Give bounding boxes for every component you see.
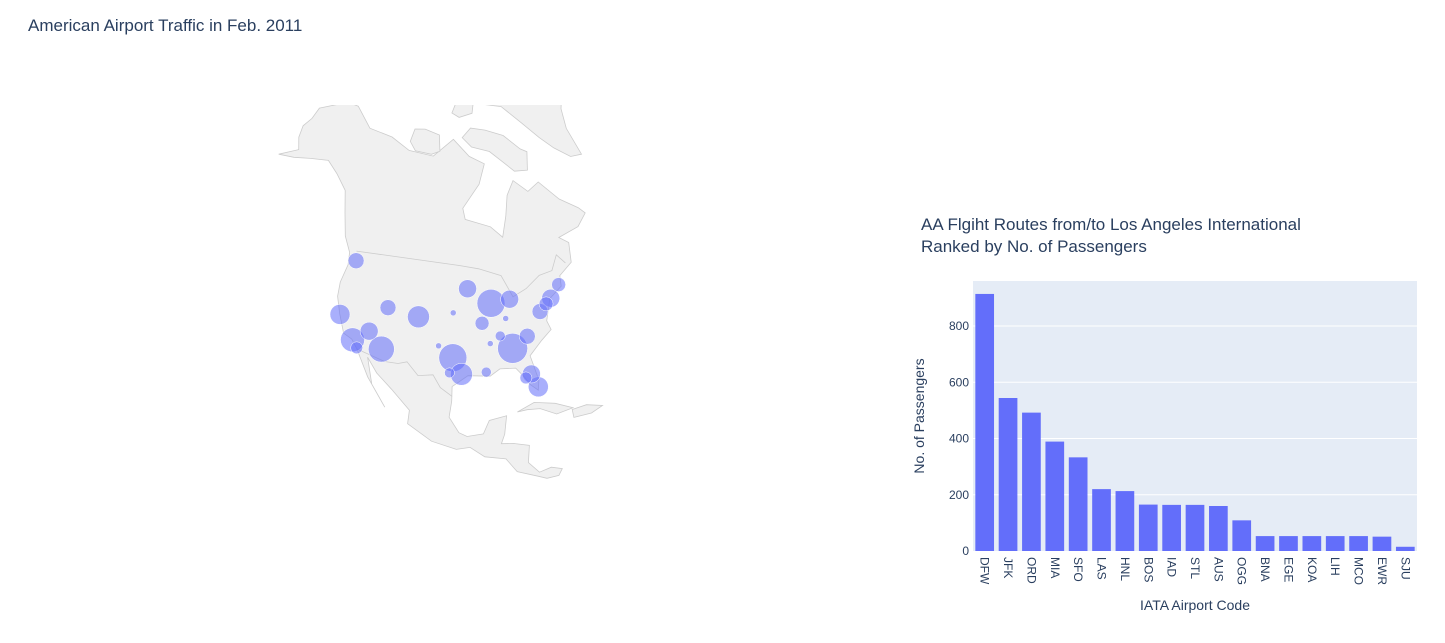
y-tick-label: 400 [949,432,969,446]
bar-bos[interactable] [1138,504,1158,551]
x-tick-label: IAD [1165,557,1179,577]
y-tick-label: 600 [949,375,969,389]
x-tick-label: JFK [1001,557,1015,578]
bar-mia[interactable] [1045,441,1065,551]
bar-ewr[interactable] [1372,536,1392,551]
airport-bubble[interactable] [347,252,365,269]
bar-las[interactable] [1092,489,1111,551]
airport-bubble[interactable] [435,342,442,350]
bar-ord[interactable] [1022,412,1041,551]
airport-bubble[interactable] [500,289,519,309]
x-axis-label: IATA Airport Code [1140,597,1250,613]
x-tick-label: HNL [1118,557,1132,581]
airport-bubble[interactable] [368,335,395,363]
x-tick-label: MCO [1352,557,1366,585]
airport-bubble[interactable] [458,279,477,298]
airport-bubble[interactable] [519,371,533,385]
airport-bubble[interactable] [538,296,554,312]
us-canada-border [356,250,566,298]
x-tick-label: EWR [1375,557,1389,585]
bar-bna[interactable] [1255,536,1275,551]
y-axis-ticks: 0 200 400 600 800 [949,319,969,558]
x-tick-label: OGG [1235,557,1249,585]
x-tick-label: AUS [1211,557,1225,582]
airport-bubble[interactable] [502,315,509,322]
bar-jfk[interactable] [998,398,1018,551]
bar-chart[interactable]: 0 200 400 600 800 DFW JFK ORD MIA SFO LAS HNL BOS IA… [900,270,1440,630]
x-tick-label: KOA [1305,557,1319,582]
x-tick-label: ORD [1024,557,1038,584]
airport-bubble[interactable] [519,328,536,345]
bar-sfo[interactable] [1068,457,1088,551]
x-tick-label: STL [1188,557,1202,579]
x-tick-label: SFO [1071,557,1085,582]
x-tick-label: LAS [1095,557,1109,580]
bar-stl[interactable] [1185,504,1205,551]
map-title: American Airport Traffic in Feb. 2011 [28,16,303,35]
bar-sju[interactable] [1395,546,1415,551]
x-tick-label: BNA [1258,557,1272,582]
bar-mco[interactable] [1349,536,1368,551]
y-tick-label: 200 [949,488,969,502]
bar-lih[interactable] [1325,536,1345,551]
airport-bubble[interactable] [444,367,455,379]
hispaniola [571,404,604,418]
bar-chart-title-line1: AA Flgiht Routes from/to Los Angeles Int… [921,215,1301,234]
airport-bubble[interactable] [379,299,397,316]
ellesmere-island [451,81,475,118]
airport-bubble[interactable] [449,309,457,317]
bubble-layer [329,252,566,398]
airport-bubble[interactable] [329,304,351,325]
airport-bubble[interactable] [494,330,506,342]
bar-koa[interactable] [1302,536,1322,551]
y-tick-label: 0 [962,544,969,558]
bars [975,293,1415,551]
airport-bubble[interactable] [359,321,379,341]
bar-iad[interactable] [1162,504,1181,551]
airport-bubble[interactable] [487,340,494,347]
cuba [517,401,575,415]
bar-chart-title-line2: Ranked by No. of Passengers [921,237,1147,256]
bar-aus[interactable] [1209,506,1228,551]
north-america-landmass [278,101,586,479]
x-tick-label: LIH [1328,557,1342,576]
y-axis-label: No. of Passengers [911,358,927,473]
bar-ogg[interactable] [1232,520,1252,551]
x-axis-ticks: DFW JFK ORD MIA SFO LAS HNL BOS IAD STL AUS OGG BNA E… [978,557,1413,585]
x-tick-label: EGE [1281,557,1295,582]
bar-chart-title: AA Flgiht Routes from/to Los Angeles Int… [921,214,1301,258]
x-tick-label: MIA [1048,557,1062,578]
geo-map[interactable] [150,63,730,545]
bar-ege[interactable] [1279,536,1298,551]
geo-map-svg[interactable] [150,63,730,545]
airport-bubble[interactable] [407,305,430,329]
airport-bubble[interactable] [476,289,506,318]
victoria-island [409,128,441,155]
airport-bubble[interactable] [551,277,566,292]
baffin-island [461,127,528,172]
airport-bubble[interactable] [350,341,363,355]
y-tick-label: 800 [949,319,969,333]
x-tick-label: DFW [978,557,992,585]
airport-bubble[interactable] [497,333,528,364]
us-mexico-border [356,348,453,397]
bar-dfw[interactable] [975,293,995,551]
airport-bubble[interactable] [481,366,492,378]
bar-hnl[interactable] [1115,491,1135,551]
x-tick-label: SJU [1398,557,1412,580]
x-tick-label: BOS [1141,557,1155,582]
airport-bubble[interactable] [474,316,490,331]
